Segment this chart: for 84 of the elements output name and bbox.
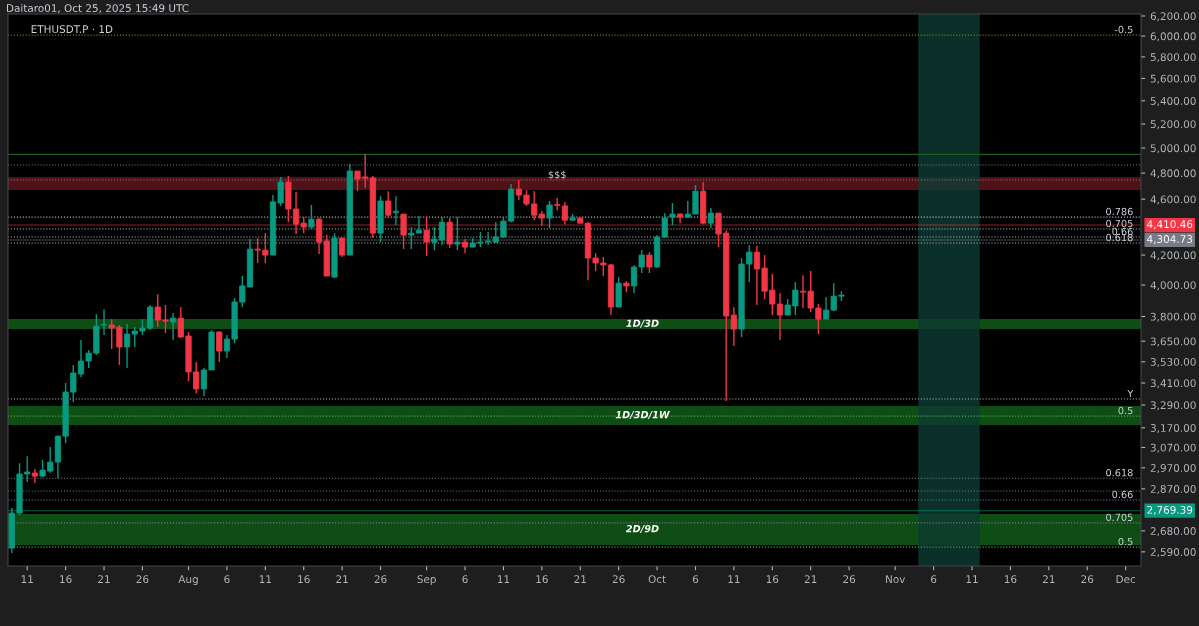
y-tick-label: 3,410.00	[1150, 379, 1196, 389]
y-tick-label: 3,290.00	[1150, 401, 1196, 411]
y-tick-label: 5,600.00	[1150, 74, 1196, 84]
annotation: 0.5	[1118, 406, 1133, 415]
candlestick	[454, 216, 461, 251]
ref-line-label: 4,410.46	[1147, 220, 1193, 230]
y-tick-label: 3,170.00	[1150, 424, 1196, 433]
x-tick-label: Sep	[417, 575, 436, 586]
y-tick-label: 5,200.00	[1150, 120, 1196, 130]
ref-line-label: 2,769.39	[1147, 505, 1193, 515]
candlestick	[423, 215, 430, 257]
x-tick-label: 16	[1004, 575, 1017, 584]
x-tick-label: Dec	[1116, 575, 1136, 584]
band-label: 1D/3D	[626, 319, 659, 328]
ref-line-label: 4,304.73	[1147, 235, 1193, 245]
y-tick-label: 2,590.00	[1150, 548, 1196, 558]
candlestick	[615, 276, 622, 308]
x-tick-label: 26	[843, 575, 856, 584]
candlestick	[216, 330, 223, 363]
y-tick-label: 4,800.00	[1150, 169, 1196, 179]
x-tick-label: 16	[60, 575, 72, 584]
y-tick-label: 5,400.00	[1150, 97, 1196, 106]
x-tick-label: 21	[98, 575, 110, 583]
y-tick-label: 6,000.00	[1150, 32, 1196, 42]
x-tick-label: 11	[497, 575, 510, 583]
x-tick-label: 26	[136, 575, 149, 584]
text: Daitaro01, Oct 25, 2025 15:49 UTC	[7, 3, 189, 14]
candlestick	[170, 312, 177, 341]
candlestick	[385, 190, 392, 219]
x-tick-label: 21	[1042, 575, 1055, 583]
x-tick-label: 11	[21, 575, 33, 583]
x-tick-label: 6	[692, 575, 699, 584]
annotation: 0.5	[1118, 537, 1133, 546]
annotation: -0.5	[1114, 25, 1133, 34]
y-tick-label: 4,600.00	[1150, 195, 1196, 205]
annotation: 0.705	[1106, 219, 1133, 228]
candlestick	[446, 217, 453, 249]
candlestick	[392, 195, 400, 226]
candlestick	[339, 237, 346, 258]
x-tick-label: 16	[766, 575, 779, 584]
x-tick-label: Oct	[648, 575, 666, 584]
x-tick-label: Aug	[178, 575, 198, 586]
y-tick-label: 4,200.00	[1150, 251, 1196, 261]
y-tick-label: 3,650.00	[1150, 337, 1196, 347]
x-tick-label: 6	[931, 575, 937, 584]
y-tick-label: 5,000.00	[1150, 144, 1196, 154]
y-tick-label: 2,680.00	[1150, 527, 1196, 537]
y-tick-label: 5,800.00	[1150, 53, 1196, 63]
x-tick-label: 11	[966, 575, 978, 583]
annotation: 0.786	[1106, 207, 1133, 216]
x-tick-label: 6	[462, 575, 468, 584]
text: ETHUSDT.P · 1D	[31, 25, 113, 34]
candlestick	[400, 213, 407, 250]
x-tick-label: 21	[336, 575, 348, 583]
candlestick	[646, 251, 653, 274]
band-label: 2D/9D	[625, 524, 659, 534]
band-label: 1D/3D/1W	[615, 410, 670, 420]
y-tick-label: 3,530.00	[1150, 357, 1196, 367]
x-tick-label: 21	[804, 575, 817, 583]
candlestick	[308, 204, 315, 230]
annotation: 0.66	[1112, 490, 1133, 499]
candlestick	[31, 468, 38, 484]
x-tick-label: 21	[574, 575, 586, 583]
x-tick-label: 11	[259, 575, 271, 583]
y-tick-label: 6,200.00	[1150, 12, 1196, 22]
x-tick-label: 6	[224, 575, 230, 584]
annotation: 0.618	[1106, 468, 1133, 477]
annotation: 0.705	[1106, 513, 1133, 522]
x-tick-label: 11	[728, 575, 740, 583]
annotation: $$$	[548, 170, 566, 180]
x-tick-label: 26	[1081, 575, 1094, 584]
x-tick-label: Nov	[886, 575, 906, 584]
y-tick-label: 2,970.00	[1150, 464, 1196, 473]
candlestick	[546, 200, 553, 229]
y-tick-label: 4,000.00	[1150, 281, 1196, 291]
annotation: Y	[1127, 389, 1134, 398]
y-tick-label: 2,870.00	[1150, 485, 1196, 494]
y-tick-label: 3,800.00	[1150, 312, 1196, 322]
y-tick-label: 3,070.00	[1150, 443, 1196, 453]
x-tick-label: 16	[298, 575, 310, 584]
x-tick-label: 26	[374, 575, 387, 584]
x-tick-label: 16	[536, 575, 548, 584]
x-tick-label: 26	[612, 575, 625, 584]
candlestick	[707, 207, 714, 229]
